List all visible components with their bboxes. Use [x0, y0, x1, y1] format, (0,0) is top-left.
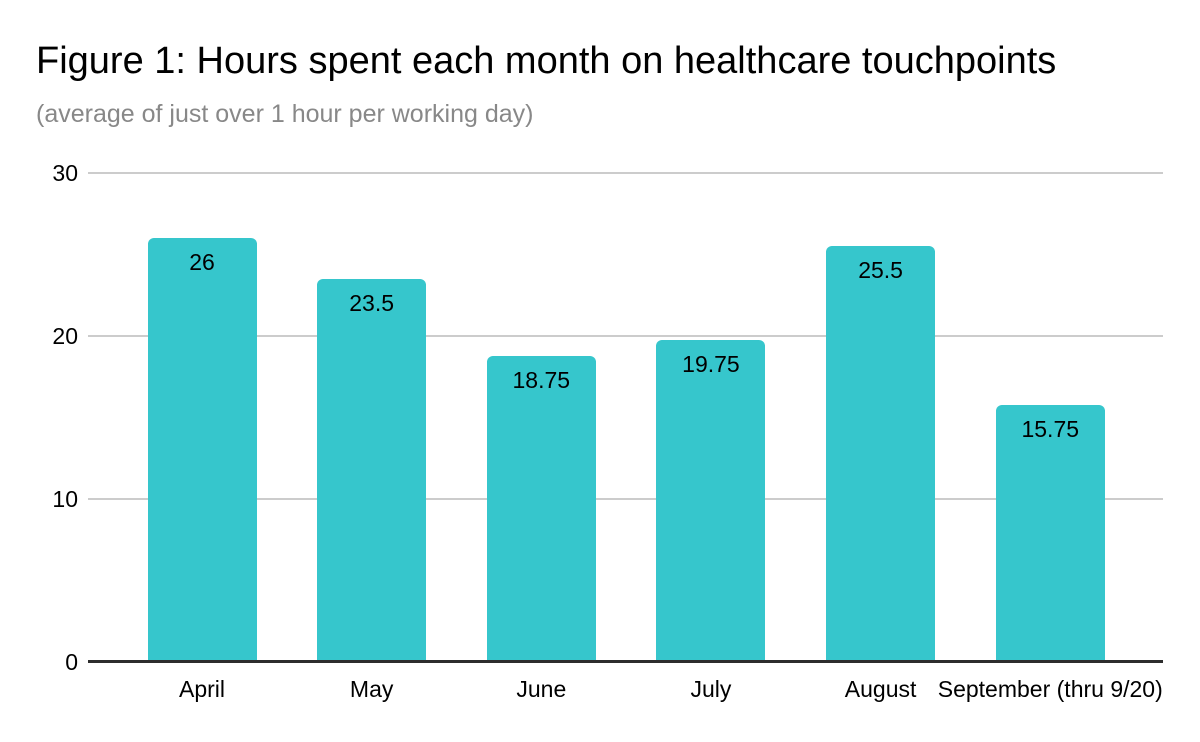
bar-value-label-july: 19.75: [682, 351, 740, 378]
gridline-30: [88, 172, 1163, 174]
bar-may: 23.5: [317, 278, 427, 662]
bar-value-label-may: 23.5: [349, 289, 395, 316]
bar-august: 25.5: [826, 246, 936, 662]
bar-value-label-august: 25.5: [858, 257, 903, 284]
y-axis-tick-20: 20: [52, 323, 78, 349]
gridline-20: [88, 335, 1163, 337]
x-axis-label-august: August: [844, 676, 917, 702]
y-axis-tick-10: 10: [52, 486, 78, 512]
x-axis-label-september-thru-9-20: September (thru 9/20): [937, 676, 1163, 702]
y-axis-tick-30: 30: [52, 160, 78, 186]
bar-june: 18.75: [486, 356, 596, 662]
bar-value-label-september-thru-9-20: 15.75: [1021, 416, 1080, 443]
y-axis-tick-0: 0: [65, 649, 78, 675]
x-axis-label-april: April: [178, 676, 226, 702]
bar-july: 19.75: [656, 340, 766, 662]
x-axis-label-may: May: [349, 676, 394, 702]
chart-subtitle: (average of just over 1 hour per working…: [36, 100, 534, 128]
x-axis-label-june: June: [516, 676, 567, 702]
bar-september-thru-9-20: 15.75: [995, 405, 1105, 662]
bar-value-label-april: 26: [189, 249, 215, 276]
gridline-10: [88, 498, 1163, 500]
bar-value-label-june: 18.75: [512, 367, 571, 394]
x-axis-label-july: July: [690, 676, 732, 702]
bar-april: 26: [147, 238, 257, 662]
chart-title: Figure 1: Hours spent each month on heal…: [36, 40, 1057, 82]
x-axis-baseline: [88, 660, 1163, 663]
plot-area: 26 23.5 18.75 19.75 25.5 15.75 April May June Ju…: [88, 172, 1163, 702]
